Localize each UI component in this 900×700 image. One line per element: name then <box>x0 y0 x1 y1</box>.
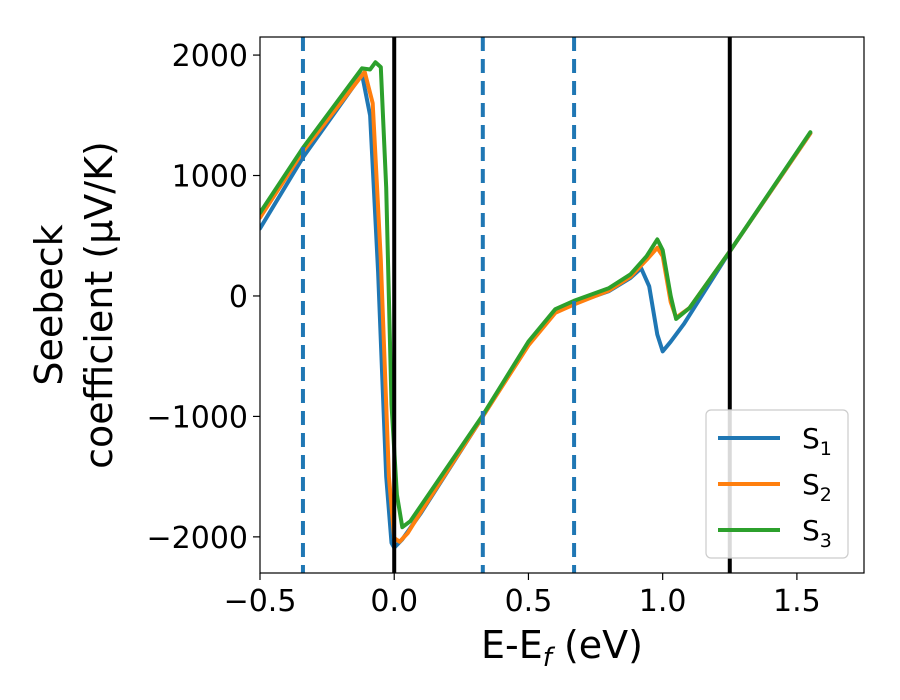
series-layer <box>260 60 813 550</box>
legend-label-2: S2 <box>802 468 832 506</box>
legend-label-3: S3 <box>802 514 832 552</box>
y-tick-label: 0 <box>229 280 248 315</box>
x-tick-label: −0.5 <box>224 584 297 619</box>
y-axis-title: Seebeck coefficient (μV/K) <box>27 141 121 469</box>
ticks-layer: −0.5 0.0 0.5 1.0 1.5 −2000 −1000 0 1000 2000 <box>147 39 821 619</box>
y-axis-title-line2: coefficient (μV/K) <box>77 141 121 469</box>
x-tick-label: 0.5 <box>505 584 553 619</box>
x-tick-label: 1.5 <box>773 584 821 619</box>
x-axis-title: E-Ef (eV) <box>481 623 643 673</box>
x-tick-label: 0.0 <box>370 584 418 619</box>
plot-frame <box>259 36 865 574</box>
y-axis-title-line1: Seebeck <box>27 224 71 385</box>
y-tick-label: −2000 <box>147 521 248 556</box>
legend: S1 S2 S3 <box>705 409 849 559</box>
series-line-3 <box>260 60 813 530</box>
y-tick-label: −1000 <box>147 400 248 435</box>
x-tick-label: 1.0 <box>639 584 687 619</box>
y-tick-label: 2000 <box>172 39 248 74</box>
y-tick-label: 1000 <box>172 160 248 195</box>
vline-layer <box>300 37 732 573</box>
legend-label-1: S1 <box>802 422 832 460</box>
